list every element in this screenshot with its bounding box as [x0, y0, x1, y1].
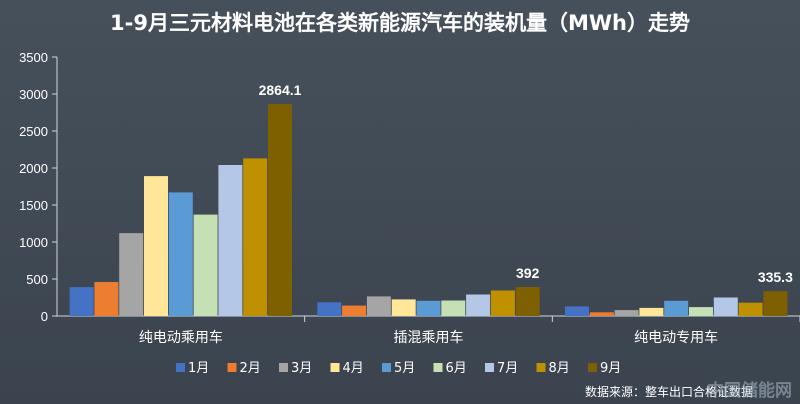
category-label: 插混乘用车 — [394, 329, 464, 346]
bar-4月-纯电动专用车 — [639, 307, 664, 316]
bar-4月-插混乘用车 — [391, 299, 416, 316]
bar-5月-插混乘用车 — [416, 300, 441, 316]
legend-label: 4月 — [343, 361, 364, 376]
bar-5月-纯电动专用车 — [664, 300, 689, 316]
bar-6月-纯电动专用车 — [689, 307, 713, 316]
legend-swatch — [485, 363, 494, 372]
data-label-group: 2864.1 392 335.3 — [259, 82, 793, 285]
y-tick-label: 500 — [26, 272, 48, 287]
data-label: 335.3 — [758, 269, 793, 285]
bar-2月-插混乘用车 — [342, 305, 367, 316]
legend-label: 3月 — [291, 361, 312, 376]
legend-swatch — [536, 363, 546, 372]
bar-2月-纯电动乘用车 — [94, 282, 119, 316]
data-label: 2864.1 — [259, 82, 302, 98]
bar-1月-纯电动乘用车 — [69, 287, 94, 316]
y-tick-label: 3000 — [19, 87, 48, 102]
data-label: 392 — [516, 265, 540, 281]
source-note: 数据来源：整车出口合格证数据 — [585, 384, 753, 399]
legend-swatch — [330, 363, 340, 372]
bar-7月-纯电动乘用车 — [218, 165, 243, 316]
bar-group — [69, 104, 788, 316]
bar-4月-纯电动乘用车 — [144, 176, 168, 316]
legend-swatch — [433, 363, 443, 372]
legend-swatch — [176, 363, 185, 372]
bar-1月-纯电动专用车 — [565, 306, 589, 316]
category-label: 纯电动乘用车 — [139, 329, 223, 346]
y-tick-label: 0 — [41, 309, 48, 324]
y-tick-label: 1000 — [19, 235, 48, 250]
bar-8月-纯电动乘用车 — [243, 158, 268, 316]
legend-label: 7月 — [497, 361, 518, 376]
bar-9月-纯电动专用车 — [763, 291, 788, 316]
y-tick-group: 0 500 1000 1500 2000 2500 3000 3500 — [19, 50, 57, 324]
legend-label: 5月 — [394, 361, 415, 376]
bar-3月-纯电动专用车 — [614, 310, 639, 316]
bar-8月-纯电动专用车 — [738, 302, 763, 316]
bar-7月-插混乘用车 — [466, 294, 491, 316]
chart-title: 1-9月三元材料电池在各类新能源汽车的装机量（MWh）走势 — [110, 11, 690, 35]
bar-8月-插混乘用车 — [490, 290, 515, 316]
y-tick-label: 1500 — [19, 198, 48, 213]
y-tick-label: 2000 — [19, 161, 48, 176]
bar-1月-插混乘用车 — [317, 302, 342, 316]
bar-2月-纯电动专用车 — [589, 312, 614, 316]
legend-label: 1月 — [188, 361, 209, 376]
legend: 1月 2月 3月 4月 5月 6月 7月 8月 9月 — [176, 361, 621, 376]
legend-label: 9月 — [600, 361, 621, 376]
legend-label: 2月 — [240, 361, 261, 376]
legend-swatch — [588, 363, 597, 372]
category-label-group: 纯电动乘用车 插混乘用车 纯电动专用车 — [139, 316, 800, 346]
bar-6月-纯电动乘用车 — [193, 214, 218, 316]
bar-6月-插混乘用车 — [441, 300, 466, 316]
legend-swatch — [227, 363, 237, 372]
bar-3月-插混乘用车 — [366, 296, 391, 316]
legend-swatch — [279, 363, 288, 372]
bar-7月-纯电动专用车 — [713, 297, 738, 316]
legend-swatch — [382, 363, 391, 372]
category-label: 纯电动专用车 — [634, 329, 718, 346]
legend-label: 8月 — [549, 361, 570, 376]
bar-3月-纯电动乘用车 — [119, 233, 144, 316]
y-tick-label: 3500 — [19, 50, 48, 65]
bar-9月-纯电动乘用车 — [268, 104, 292, 316]
legend-label: 6月 — [446, 361, 467, 376]
bar-5月-纯电动乘用车 — [168, 192, 193, 316]
bar-9月-插混乘用车 — [515, 287, 540, 316]
y-tick-label: 2500 — [19, 124, 48, 139]
watermark-text: 中国储能网 — [707, 380, 792, 401]
